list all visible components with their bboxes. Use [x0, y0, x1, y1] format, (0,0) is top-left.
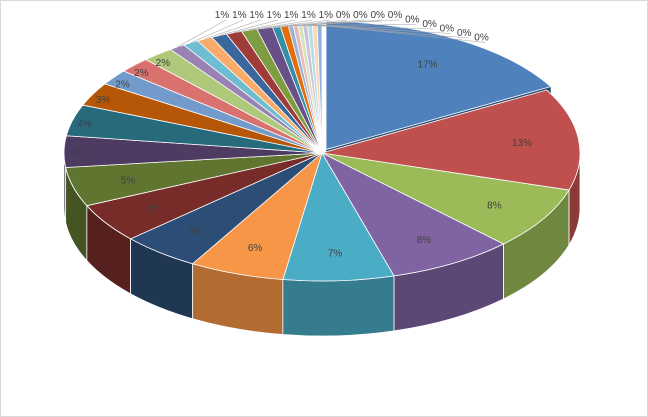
data-label: 0%: [422, 19, 437, 30]
data-label: 0%: [370, 10, 385, 21]
data-label: 7%: [328, 249, 343, 260]
leader-line: [295, 19, 400, 26]
data-label: 1%: [301, 10, 316, 21]
data-label: 17%: [417, 59, 437, 70]
slice-5: [282, 152, 395, 282]
data-label: 1%: [232, 10, 247, 21]
data-label: 13%: [512, 138, 532, 149]
slice-side: [282, 275, 395, 337]
data-label: 1%: [215, 10, 230, 21]
data-label: 2%: [156, 58, 171, 69]
leader-line: [204, 19, 261, 40]
data-label: 0%: [457, 28, 472, 39]
leader-line: [176, 19, 227, 48]
data-label: 0%: [405, 15, 420, 26]
data-label: 8%: [487, 201, 502, 212]
data-label: 3%: [96, 95, 111, 106]
data-label: 5%: [121, 176, 136, 187]
slice-3: [321, 152, 570, 245]
slice-2: [321, 89, 581, 191]
data-label: 1%: [249, 10, 264, 21]
data-label: 0%: [388, 10, 403, 21]
data-label: 5%: [146, 204, 161, 215]
data-labels: 17%13%8%8%7%6%5%5%5%4%4%3%2%2%2%1% 1% 1% 1%…: [69, 10, 532, 260]
leader-line: [190, 19, 244, 44]
data-label: 0%: [336, 10, 351, 21]
slice-4: [320, 152, 505, 277]
leader-line: [319, 24, 486, 43]
data-label: 0%: [440, 24, 455, 35]
pie-tops: [63, 21, 581, 282]
data-label: 1%: [267, 10, 282, 21]
leader-line: [219, 19, 278, 36]
data-label: 2%: [134, 68, 149, 79]
data-label: 4%: [69, 148, 84, 159]
data-label: 0%: [353, 10, 368, 21]
data-label: 6%: [248, 243, 263, 254]
data-label: 5%: [188, 227, 203, 238]
leader-line: [249, 19, 313, 31]
data-label: 2%: [115, 79, 130, 90]
data-label: 0%: [474, 33, 489, 44]
leader-line: [233, 19, 296, 33]
data-label: 4%: [77, 119, 92, 130]
leader-lines: [176, 19, 486, 48]
data-label: 8%: [417, 235, 432, 246]
data-label: 1%: [319, 10, 334, 21]
data-label: 1%: [284, 10, 299, 21]
leader-line: [264, 19, 330, 29]
